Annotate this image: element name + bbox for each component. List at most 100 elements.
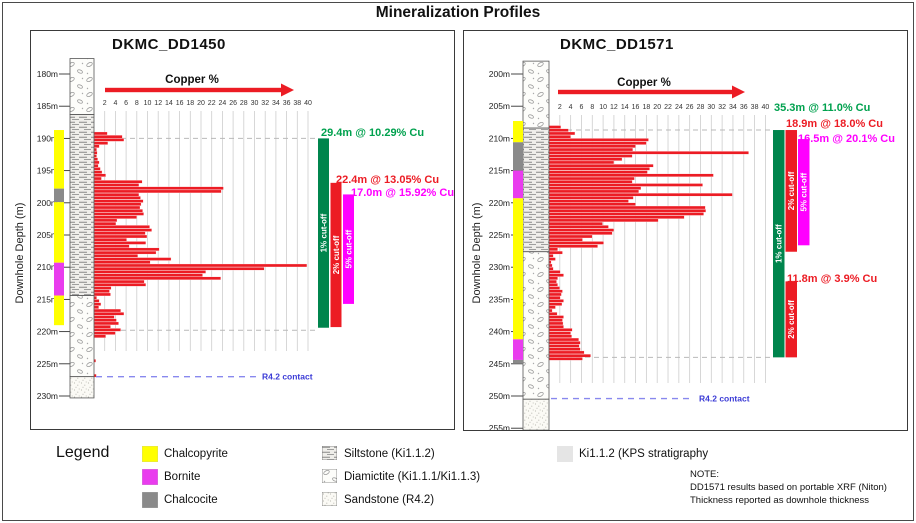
legend-title: Legend — [56, 444, 110, 461]
depth-tick-label: 220m — [37, 327, 58, 337]
x-tick-label: 32 — [261, 100, 269, 107]
cu-grade-bar — [548, 128, 569, 132]
cu-grade-bar — [548, 312, 558, 316]
chalcocite-swatch — [142, 492, 158, 508]
cu-grade-bar — [93, 260, 151, 264]
cu-grade-bar — [93, 302, 102, 306]
x-tick-label: 16 — [176, 100, 184, 107]
cu-grade-bar — [93, 183, 140, 187]
figure-title: Mineralization Profiles — [375, 4, 541, 21]
cu-grade-bar — [548, 228, 615, 232]
cu-grade-bar — [548, 199, 629, 203]
cu-grade-bar — [548, 308, 553, 313]
cu-grade-bar — [93, 141, 109, 145]
cu-grade-bar — [548, 157, 623, 161]
cu-grade-bar — [548, 147, 634, 152]
x-tick-label: 26 — [686, 104, 694, 111]
cu-grade-bar — [93, 192, 140, 197]
cutoff-bar — [785, 130, 797, 252]
cu-grade-bar — [548, 341, 581, 345]
lithology-siltstone — [522, 127, 550, 253]
cu-grade-bar — [93, 296, 97, 300]
cu-grade-bar — [548, 302, 563, 306]
kps-stratigraphy-swatch — [557, 446, 573, 462]
cu-grade-bar — [548, 125, 562, 129]
cu-grade-bar — [548, 286, 560, 290]
intercept-label: 29.4m @ 10.29% Cu — [321, 127, 424, 139]
cu-grade-bar — [93, 331, 116, 335]
cu-grade-bar — [548, 215, 685, 219]
cu-grade-bar — [548, 241, 604, 245]
cu-grade-bar — [93, 250, 157, 255]
mineral-zone-bornite — [513, 170, 523, 199]
cu-grade-bar — [548, 296, 561, 300]
depth-tick-label: 215m — [37, 294, 58, 304]
depth-tick-label: 205m — [489, 101, 510, 111]
note-line: Thickness reported as downhole thickness — [690, 495, 870, 506]
legend-label: Chalcocite — [164, 494, 218, 506]
cu-grade-bar — [548, 167, 650, 171]
cu-grade-bar — [93, 189, 222, 194]
cutoff-bar — [798, 139, 810, 246]
cutoff-label: 1% cut-off — [320, 213, 329, 252]
cu-grade-bar — [93, 160, 100, 165]
cu-grade-bar — [93, 199, 144, 203]
legend-label: Siltstone (Ki1.1.2) — [344, 448, 435, 460]
profile-chart-dd1450: 2 4 6 8 10 12 14 16 18 20 22 24 26 28 30 32 34 36 38 40R4.2… — [37, 58, 454, 401]
mineral-zone-chalcopyrite — [54, 130, 64, 189]
mineral-zone-bornite — [513, 339, 523, 360]
x-tick-label: 24 — [675, 104, 683, 111]
cu-grade-bar — [93, 292, 111, 297]
cu-grade-bar — [548, 192, 733, 197]
cu-grade-bar — [548, 357, 583, 361]
cu-grade-bar — [93, 318, 117, 322]
cu-grade-bar — [548, 173, 714, 177]
cu-grade-bar — [93, 196, 141, 200]
cu-grade-bar — [548, 347, 581, 351]
cu-grade-bar — [548, 196, 634, 200]
cu-grade-bar — [548, 234, 593, 239]
cu-grade-bar — [548, 263, 553, 268]
cu-grade-bar — [93, 167, 101, 171]
cu-grade-bar — [93, 283, 147, 287]
cu-grade-bar — [93, 215, 137, 219]
cu-grade-bar — [548, 283, 558, 287]
depth-tick-label: 205m — [37, 230, 58, 240]
cutoff-label: 2% cut-off — [787, 300, 796, 339]
mineral-zone-chalcopyrite — [513, 121, 523, 143]
cu-grade-bar — [93, 270, 206, 274]
intercept-label: 11.8m @ 3.9% Cu — [787, 273, 877, 285]
cu-grade-bar — [93, 315, 115, 319]
sandstone-swatch — [322, 492, 337, 506]
x-tick-label: 24 — [219, 100, 227, 107]
note-block: NOTE: DD1571 results based on portable X… — [690, 468, 887, 507]
cu-grade-bar — [548, 202, 636, 206]
cu-grade-bar — [548, 144, 636, 148]
depth-axis-label-left: Downhole Depth (m) — [14, 202, 26, 304]
x-tick-label: 6 — [580, 104, 584, 111]
x-tick-label: 12 — [154, 100, 162, 107]
cutoff-bar — [785, 281, 797, 358]
x-tick-label: 16 — [632, 104, 640, 111]
profile-panel-dd1571: 2 4 6 8 10 12 14 16 18 20 22 24 26 28 30 32 34 36 38 40 R4.2… — [463, 30, 908, 431]
cutoff-label: 5% cut-off — [800, 173, 809, 212]
cu-grade-bar — [548, 238, 583, 242]
cu-grade-bar — [93, 241, 147, 245]
x-tick-label: 10 — [599, 104, 607, 111]
depth-tick-label: 195m — [37, 166, 58, 176]
hole-title-dd1450: DKMC_DD1450 — [112, 36, 226, 53]
cu-grade-bar — [93, 299, 100, 303]
depth-tick-label: 210m — [37, 262, 58, 272]
depth-tick-label: 200m — [37, 198, 58, 208]
copper-axis-arrow — [105, 87, 281, 93]
cu-grade-bar — [548, 318, 563, 322]
x-tick-label: 26 — [229, 100, 237, 107]
cu-grade-bar — [93, 267, 265, 271]
mineral-zone-chalcopyrite — [513, 198, 523, 340]
cu-grade-bar — [548, 176, 635, 181]
depth-tick-label: 230m — [37, 391, 58, 401]
cu-grade-bar — [93, 328, 121, 332]
cu-grade-bar — [548, 254, 554, 258]
lithology-sandstone — [522, 398, 550, 430]
